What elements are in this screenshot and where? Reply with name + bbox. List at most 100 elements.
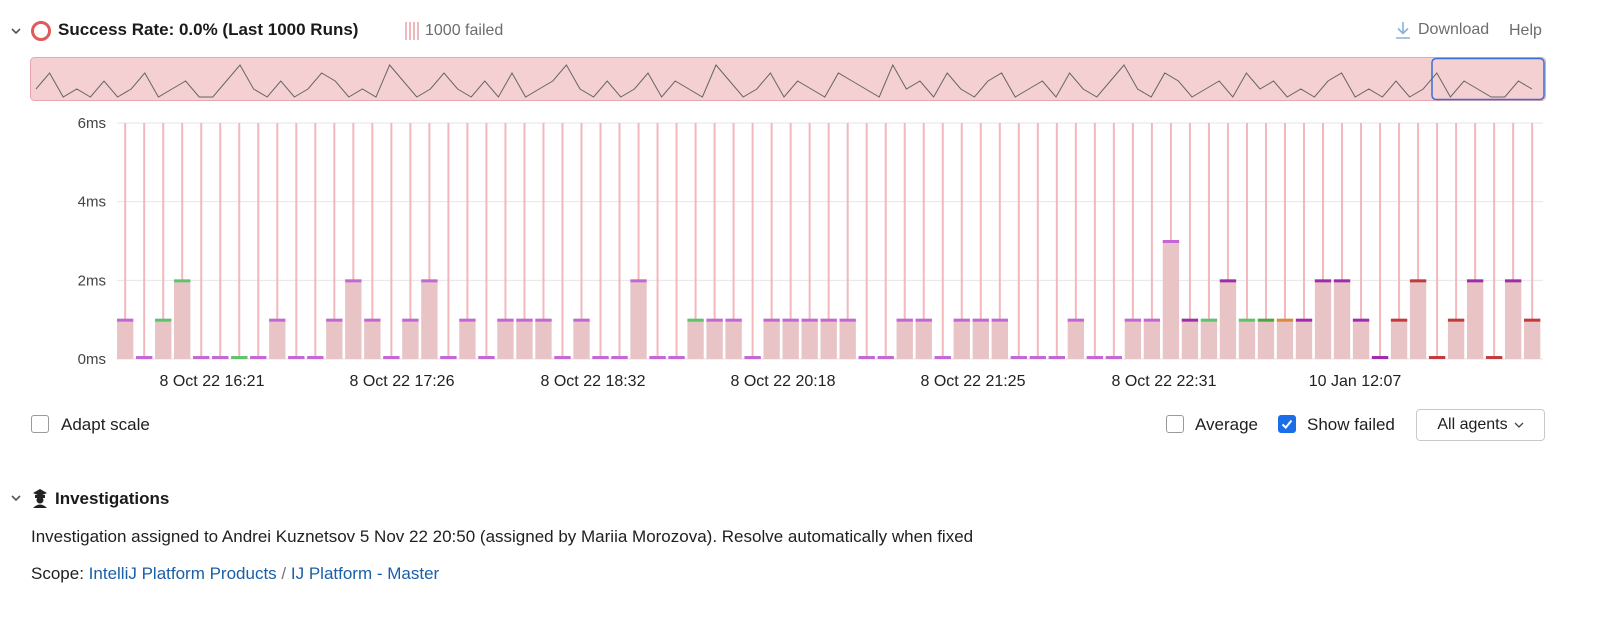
duration-bar — [516, 319, 533, 359]
average-checkbox[interactable] — [1166, 415, 1184, 433]
bar-status-cap — [915, 318, 932, 322]
duration-bar — [459, 319, 476, 359]
duration-bar — [117, 319, 134, 359]
show-failed-checkbox[interactable] — [1278, 415, 1296, 433]
bar-status-cap — [706, 318, 723, 322]
bar-status-cap — [1295, 318, 1313, 322]
bar-status-cap — [326, 318, 343, 322]
bar-status-cap — [1238, 318, 1256, 322]
agents-dropdown[interactable]: All agents — [1416, 409, 1545, 441]
duration-bar — [915, 319, 932, 359]
bar-status-cap — [554, 356, 571, 360]
duration-bar — [630, 280, 647, 359]
bar-status-cap — [136, 356, 153, 360]
duration-bar — [421, 280, 438, 359]
bar-status-cap — [630, 279, 647, 283]
bar-status-cap — [953, 318, 970, 322]
duration-bar — [1276, 319, 1294, 359]
bar-status-cap — [896, 318, 913, 322]
duration-bar — [345, 280, 362, 359]
duration-bar — [1124, 319, 1142, 359]
duration-bar — [1352, 319, 1370, 359]
bar-status-cap — [1029, 356, 1046, 360]
x-tick-label: 8 Oct 22 17:26 — [350, 373, 455, 390]
bar-status-cap — [1124, 318, 1142, 322]
y-tick-label: 0ms — [78, 351, 106, 368]
bar-status-cap — [1200, 318, 1218, 322]
investigator-icon — [33, 489, 47, 508]
duration-bar — [269, 319, 286, 359]
duration-bar — [706, 319, 723, 359]
adapt-scale-checkbox[interactable] — [31, 415, 49, 433]
average-label: Average — [1195, 415, 1259, 434]
bar-status-cap — [782, 318, 799, 322]
investigations-chevron-icon[interactable] — [10, 492, 22, 504]
download-label: Download — [1418, 21, 1490, 38]
duration-bar — [1238, 319, 1256, 359]
y-tick-label: 6ms — [78, 115, 106, 132]
bar-status-cap — [1409, 279, 1427, 283]
collapse-chevron-icon[interactable] — [10, 25, 22, 37]
bar-status-cap — [364, 318, 381, 322]
duration-bar — [782, 319, 799, 359]
failure-status-icon — [31, 21, 51, 41]
bar-status-cap — [478, 356, 495, 360]
duration-bar — [1067, 319, 1085, 359]
duration-bar — [1181, 319, 1199, 359]
scope-link-products[interactable]: IntelliJ Platform Products — [88, 564, 277, 583]
bar-status-cap — [440, 356, 457, 360]
duration-bar — [1466, 280, 1484, 359]
download-button[interactable]: Download — [1394, 20, 1489, 40]
download-icon — [1396, 22, 1410, 39]
adapt-scale-label: Adapt scale — [61, 415, 150, 434]
bar-status-cap — [991, 318, 1008, 322]
bar-status-cap — [383, 356, 400, 360]
bar-status-cap — [1143, 318, 1161, 322]
bar-status-cap — [288, 356, 305, 360]
bar-status-cap — [535, 318, 552, 322]
y-tick-label: 4ms — [78, 194, 106, 211]
bar-status-cap — [155, 318, 172, 322]
x-tick-label: 8 Oct 22 21:25 — [921, 373, 1026, 390]
bar-status-cap — [1504, 279, 1522, 283]
overview-background — [30, 57, 1546, 101]
scope-link-master[interactable]: IJ Platform - Master — [290, 564, 440, 583]
duration-bar — [1314, 280, 1332, 359]
duration-bar — [497, 319, 514, 359]
bar-status-cap — [592, 356, 609, 360]
duration-bar — [1295, 319, 1313, 359]
bar-status-cap — [1067, 318, 1085, 322]
duration-bar — [1257, 319, 1275, 359]
duration-bar — [535, 319, 552, 359]
overview-strip[interactable] — [30, 57, 1546, 101]
bar-status-cap — [573, 318, 590, 322]
bar-status-cap — [1352, 318, 1370, 322]
bar-status-cap — [1333, 279, 1351, 283]
x-tick-label: 8 Oct 22 20:18 — [731, 373, 836, 390]
duration-bar — [1219, 280, 1237, 359]
bar-status-cap — [649, 356, 666, 360]
checkmark-icon — [1281, 419, 1293, 429]
duration-bar — [1409, 280, 1427, 359]
bar-status-cap — [345, 279, 362, 283]
duration-bar — [155, 319, 172, 359]
duration-bar — [1390, 319, 1408, 359]
show-failed-label: Show failed — [1307, 415, 1395, 434]
bar-status-cap — [1485, 356, 1503, 360]
bar-status-cap — [1276, 318, 1294, 322]
duration-bar — [687, 319, 704, 359]
bar-status-cap — [839, 318, 856, 322]
duration-bar — [820, 319, 837, 359]
bar-status-cap — [1048, 356, 1066, 360]
help-link[interactable]: Help — [1509, 22, 1542, 39]
agents-dropdown-label: All agents — [1437, 416, 1508, 433]
bar-status-cap — [1523, 318, 1541, 322]
bar-status-cap — [1162, 240, 1180, 243]
duration-bar — [1523, 319, 1541, 359]
bar-status-cap — [174, 279, 191, 283]
scope-separator: / — [281, 564, 287, 583]
bar-status-cap — [516, 318, 533, 322]
scope-label: Scope: — [31, 564, 84, 583]
duration-bar — [1333, 280, 1351, 359]
duration-bar — [1200, 319, 1218, 359]
